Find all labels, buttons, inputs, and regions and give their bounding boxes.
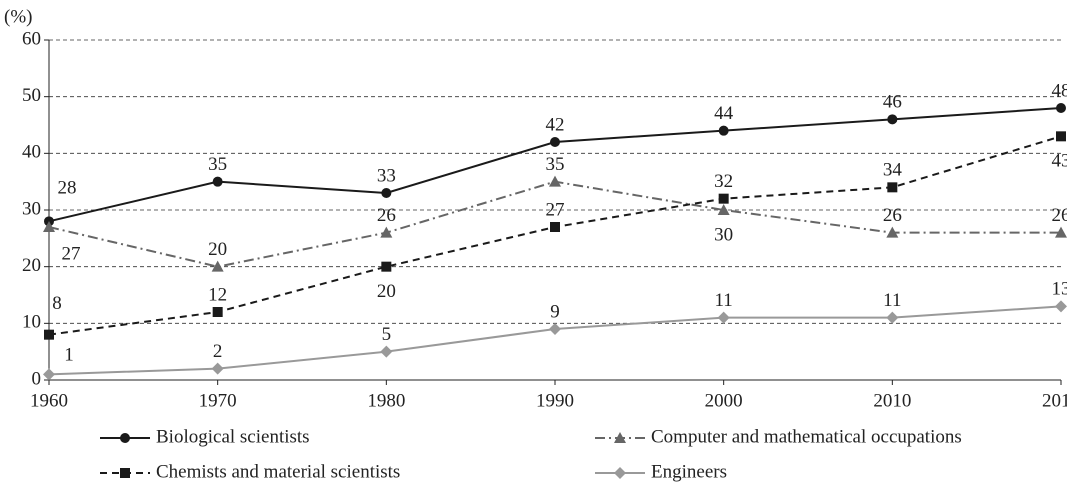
legend-marker bbox=[120, 468, 130, 478]
data-point bbox=[550, 222, 560, 232]
data-label: 27 bbox=[546, 199, 565, 220]
legend-label: Chemists and material scientists bbox=[156, 461, 400, 482]
data-point bbox=[211, 260, 224, 272]
data-label: 42 bbox=[546, 114, 565, 135]
data-label: 33 bbox=[377, 165, 396, 186]
y-tick-label: 10 bbox=[22, 312, 41, 333]
y-tick-label: 60 bbox=[22, 28, 41, 49]
data-label: 2 bbox=[213, 341, 223, 362]
data-point bbox=[717, 311, 730, 324]
legend-marker bbox=[614, 432, 626, 443]
data-point bbox=[549, 175, 561, 187]
y-axis-label: (%) bbox=[4, 6, 32, 27]
data-label: 35 bbox=[546, 154, 565, 175]
data-label: 48 bbox=[1052, 80, 1067, 101]
data-label: 46 bbox=[883, 92, 902, 113]
data-label: 20 bbox=[377, 281, 396, 302]
data-point bbox=[380, 345, 393, 358]
data-point bbox=[44, 329, 54, 340]
x-tick-label: 2010 bbox=[873, 390, 911, 411]
data-point bbox=[886, 311, 899, 324]
data-point bbox=[43, 221, 55, 232]
data-label: 11 bbox=[715, 290, 733, 311]
data-point bbox=[212, 307, 223, 317]
y-tick-label: 20 bbox=[22, 255, 41, 276]
legend-label: Computer and mathematical occupations bbox=[651, 426, 962, 447]
data-label: 44 bbox=[714, 103, 734, 124]
data-label: 34 bbox=[883, 160, 903, 181]
x-tick-label: 1960 bbox=[30, 390, 68, 411]
x-tick-label: 1980 bbox=[367, 390, 405, 411]
x-tick-label: 1990 bbox=[536, 390, 574, 411]
data-point bbox=[381, 188, 392, 198]
data-point bbox=[1055, 300, 1067, 313]
data-point bbox=[1056, 131, 1066, 142]
data-label: 9 bbox=[550, 301, 560, 322]
y-tick-label: 0 bbox=[32, 368, 42, 389]
data-point bbox=[212, 176, 223, 187]
legend-label: Biological scientists bbox=[156, 426, 310, 447]
data-point bbox=[549, 323, 561, 335]
data-label: 26 bbox=[377, 205, 396, 226]
legend-marker bbox=[120, 433, 130, 443]
data-label: 26 bbox=[1052, 205, 1067, 226]
data-point bbox=[211, 362, 224, 375]
data-point bbox=[1056, 103, 1066, 113]
data-point bbox=[718, 193, 729, 204]
data-point bbox=[381, 261, 392, 272]
data-point bbox=[43, 368, 55, 381]
data-label: 30 bbox=[714, 224, 733, 245]
data-label: 26 bbox=[883, 205, 902, 226]
data-label: 8 bbox=[52, 293, 62, 314]
y-tick-label: 50 bbox=[22, 85, 41, 106]
x-tick-label: 2000 bbox=[705, 390, 743, 411]
x-tick-label: 1970 bbox=[199, 390, 237, 411]
data-point bbox=[380, 226, 393, 238]
data-label: 27 bbox=[62, 243, 81, 264]
data-label: 28 bbox=[58, 178, 77, 199]
data-label: 32 bbox=[714, 171, 733, 192]
data-label: 5 bbox=[382, 324, 392, 345]
data-label: 12 bbox=[208, 284, 227, 305]
data-point bbox=[550, 137, 560, 147]
data-label: 35 bbox=[208, 154, 227, 175]
data-point bbox=[717, 204, 730, 215]
y-tick-label: 40 bbox=[22, 142, 41, 163]
data-label: 43 bbox=[1052, 151, 1067, 172]
data-point bbox=[886, 226, 899, 238]
data-point bbox=[887, 182, 898, 193]
data-point bbox=[1055, 226, 1067, 238]
x-tick-label: 2019 bbox=[1042, 390, 1067, 411]
data-label: 13 bbox=[1052, 279, 1067, 300]
data-label: 20 bbox=[208, 239, 227, 260]
y-tick-label: 30 bbox=[22, 198, 41, 219]
data-label: 1 bbox=[64, 345, 74, 366]
data-point bbox=[718, 125, 729, 136]
legend-label: Engineers bbox=[651, 461, 727, 482]
data-point bbox=[887, 114, 898, 125]
legend-marker bbox=[614, 467, 626, 479]
data-label: 11 bbox=[883, 290, 901, 311]
